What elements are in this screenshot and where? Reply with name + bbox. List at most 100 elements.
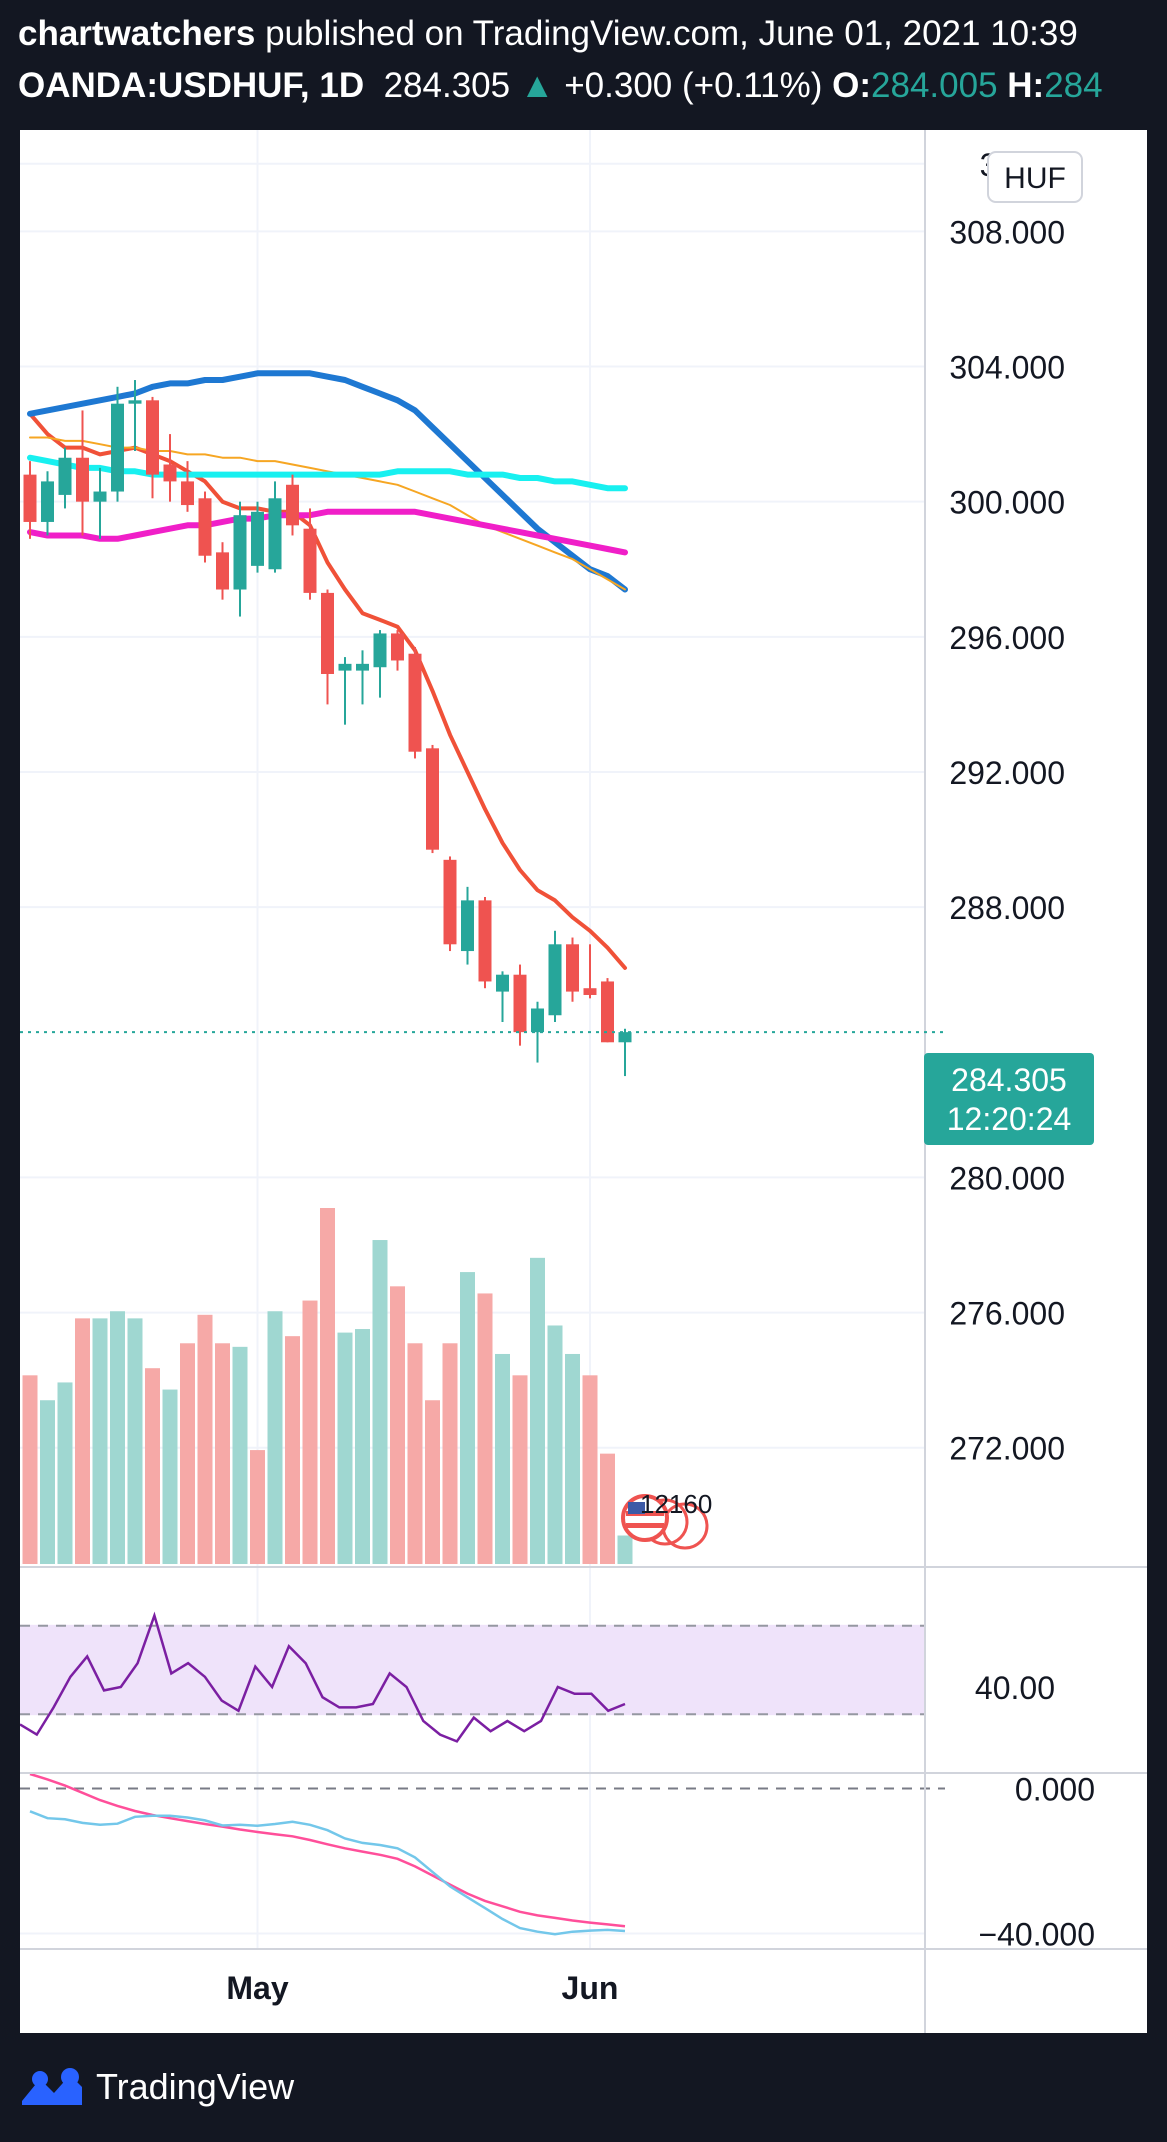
- price-tag-box: [924, 1053, 1094, 1145]
- us-event-marker[interactable]: 12160: [621, 1489, 712, 1550]
- price-tick-label: 280.000: [949, 1160, 1065, 1196]
- volume-bar: [495, 1353, 510, 1564]
- volume-bar: [547, 1325, 563, 1564]
- volume-bar: [162, 1389, 178, 1564]
- tradingview-logo-icon: [22, 2068, 82, 2105]
- volume-bar: [302, 1300, 318, 1564]
- volume-bar: [355, 1329, 370, 1564]
- open-label: O:: [832, 66, 872, 105]
- chart-panel[interactable]: 31…0308.000304.000300.000296.000292.0002…: [19, 130, 1147, 2033]
- volume-bar: [407, 1343, 423, 1564]
- ma-line-orange: [29, 436, 626, 591]
- candle-body: [601, 981, 614, 1043]
- symbol-label[interactable]: OANDA:USDHUF, 1D: [18, 66, 365, 105]
- tradingview-footer[interactable]: TradingView: [18, 2062, 294, 2112]
- rsi-line: [19, 1611, 626, 1743]
- price-tag-price: 284.305: [951, 1062, 1067, 1098]
- candle-body: [356, 663, 369, 671]
- author-name[interactable]: chartwatchers: [18, 14, 256, 53]
- volume-bar: [232, 1346, 248, 1564]
- price-tick-label: 304.000: [949, 350, 1065, 386]
- candle-body: [216, 552, 229, 590]
- price-tick-label: 296.000: [949, 620, 1065, 656]
- macd-pane: [20, 1772, 945, 1936]
- volume-bar: [460, 1272, 475, 1564]
- volume-bar: [215, 1343, 230, 1564]
- moving-averages: [27, 370, 628, 970]
- candle-body: [566, 944, 579, 992]
- footer-brand: TradingView: [96, 2066, 295, 2107]
- candle-body: [426, 748, 439, 850]
- candle-body: [41, 481, 54, 522]
- price-tick-label: 308.000: [949, 214, 1065, 250]
- published-text: published on TradingView.com, June 01, 2…: [265, 14, 1078, 53]
- ma-line-magenta: [27, 508, 628, 556]
- candle-body: [93, 491, 107, 502]
- up-arrow-icon: ▲: [519, 66, 555, 105]
- candle-body: [76, 457, 89, 502]
- price-tick-label: 288.000: [949, 890, 1065, 926]
- candle-body: [233, 515, 247, 590]
- macd-line: [29, 1810, 626, 1936]
- volume-bar: [390, 1286, 405, 1564]
- volume-bar: [250, 1450, 265, 1564]
- candle-body: [408, 653, 422, 752]
- volume-bar: [110, 1311, 125, 1564]
- candle-body: [461, 900, 474, 952]
- volume-bars: [22, 1208, 633, 1564]
- candle-body: [478, 900, 492, 982]
- candle-body: [321, 592, 334, 674]
- volume-bar: [22, 1375, 38, 1564]
- currency-badge-box: [987, 151, 1083, 203]
- price-tick-label: 300.000: [949, 485, 1065, 521]
- currency-badge-label: HUF: [1004, 162, 1066, 195]
- currency-badge[interactable]: HUF: [987, 151, 1083, 203]
- volume-bar: [127, 1318, 143, 1564]
- candle-body: [198, 498, 212, 556]
- volume-bar: [180, 1343, 195, 1564]
- volume-bar: [320, 1208, 335, 1564]
- ma-line-sma_blue: [27, 370, 628, 593]
- price-tick-label: 272.000: [949, 1431, 1065, 1467]
- macd-signal-line: [29, 1772, 626, 1928]
- price-tag: 284.305 12:20:24: [924, 1053, 1094, 1145]
- event-count: 12160: [640, 1489, 712, 1519]
- high-label: H:: [1007, 66, 1045, 105]
- flag-stripe: [626, 1523, 664, 1528]
- candle-body: [111, 403, 124, 492]
- candle-body: [583, 988, 597, 995]
- candle-body: [618, 1032, 632, 1043]
- chart-canvas[interactable]: 31…0308.000304.000300.000296.000292.0002…: [19, 130, 1147, 2033]
- volume-bar: [477, 1293, 493, 1564]
- volume-bar: [57, 1382, 73, 1564]
- time-label: May: [226, 1970, 288, 2006]
- volume-bar: [442, 1343, 458, 1564]
- volume-bar: [75, 1318, 90, 1564]
- candle-body: [373, 633, 387, 668]
- publish-line: chartwatchers published on TradingView.c…: [18, 14, 1167, 54]
- candle-body: [513, 974, 527, 1033]
- candle-body: [303, 528, 317, 593]
- volume-bar: [40, 1400, 55, 1564]
- ma-line-cyan: [27, 454, 628, 492]
- candle-body: [58, 457, 72, 495]
- open-value: 284.005: [871, 66, 998, 105]
- candle-body: [251, 511, 264, 566]
- candle-body: [286, 484, 299, 526]
- high-value: 284: [1044, 66, 1103, 105]
- candle-body: [548, 944, 562, 1016]
- price-tick-label: 276.000: [949, 1296, 1065, 1332]
- ma-line-ema_fast: [28, 411, 627, 970]
- volume-bar: [285, 1336, 300, 1564]
- axes: 31…0308.000304.000300.000296.000292.0002…: [20, 130, 1147, 2033]
- price-tick-label: 292.000: [949, 755, 1065, 791]
- time-label: Jun: [562, 1970, 619, 2006]
- price-tag-countdown: 12:20:24: [947, 1101, 1072, 1137]
- last-price: 284.305: [383, 66, 511, 105]
- volume-bar: [92, 1318, 108, 1564]
- candle-body: [496, 974, 509, 992]
- rsi-tick-label: 40.00: [975, 1670, 1055, 1706]
- candle-body: [23, 474, 37, 522]
- volume-bar: [582, 1375, 598, 1564]
- volume-bar: [267, 1311, 283, 1564]
